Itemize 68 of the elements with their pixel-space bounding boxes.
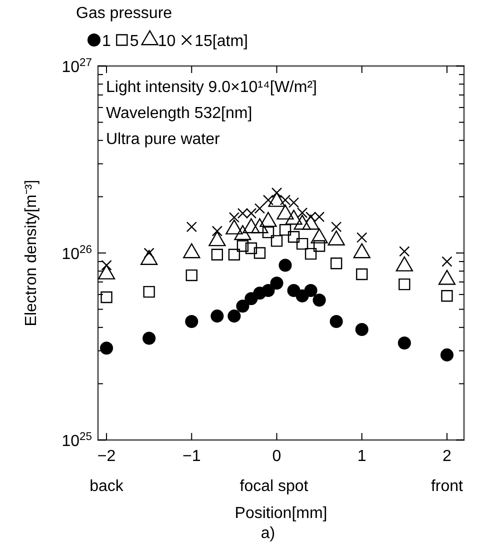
point <box>270 235 283 247</box>
annotation: Wavelength 532[nm] <box>106 105 252 122</box>
text: front <box>430 478 464 495</box>
point <box>254 247 266 259</box>
point <box>355 322 368 336</box>
point <box>186 222 197 232</box>
legend-label: 5 <box>130 33 139 50</box>
x-tick-label: −1 <box>182 448 201 465</box>
legend-label: 10 <box>158 33 176 50</box>
point <box>399 246 410 257</box>
point <box>270 276 284 290</box>
y-axis-title: Electron density[m⁻³] <box>23 180 40 326</box>
x-tick-label: 0 <box>272 448 282 465</box>
y-tick-label: 10$^{27}$ <box>62 57 92 76</box>
point <box>245 242 258 254</box>
point <box>236 300 250 313</box>
point <box>331 222 342 232</box>
point <box>212 226 222 236</box>
point <box>440 348 454 362</box>
point <box>296 208 308 218</box>
point <box>262 226 274 238</box>
point <box>211 248 224 260</box>
point <box>356 232 368 243</box>
point <box>313 240 326 252</box>
point <box>398 336 411 350</box>
x-tick-label: −2 <box>97 448 116 465</box>
point <box>441 290 453 302</box>
point <box>304 284 318 298</box>
text: focal spot <box>240 478 309 495</box>
point <box>185 315 198 328</box>
y-tick-label: 10$^{25}$ <box>62 431 92 450</box>
point <box>330 315 343 328</box>
point <box>142 332 156 345</box>
point <box>312 294 326 307</box>
legend-label: 15[atm] <box>194 33 248 50</box>
x-tick-label: 1 <box>357 448 366 465</box>
point <box>100 291 112 304</box>
point <box>210 310 224 323</box>
point <box>100 342 114 355</box>
point <box>296 238 308 250</box>
point <box>228 310 241 323</box>
legend-title: Gas pressure <box>76 5 172 22</box>
point <box>278 258 292 272</box>
point <box>101 260 112 271</box>
point <box>262 194 274 206</box>
text: back <box>90 478 124 495</box>
point <box>254 203 266 214</box>
point <box>143 286 155 298</box>
x-axis-title: Position[mm] <box>234 505 328 522</box>
point <box>271 187 282 198</box>
point <box>304 248 317 260</box>
point <box>330 258 342 270</box>
point <box>279 224 292 236</box>
annotation: Light intensity 9.0×10¹⁴[W/m²] <box>106 79 317 96</box>
y-tick-label: 10$^{26}$ <box>62 244 92 263</box>
point <box>442 256 452 267</box>
point <box>236 240 249 252</box>
point <box>288 231 300 243</box>
point <box>398 278 410 290</box>
point <box>228 248 240 260</box>
point <box>186 269 198 282</box>
annotation: Ultra pure water <box>106 131 220 148</box>
point <box>228 212 240 223</box>
point <box>262 284 275 298</box>
x-tick-label: 2 <box>442 448 452 465</box>
point <box>356 268 368 280</box>
legend-label: 1 <box>102 33 111 50</box>
text: a) <box>260 525 276 542</box>
